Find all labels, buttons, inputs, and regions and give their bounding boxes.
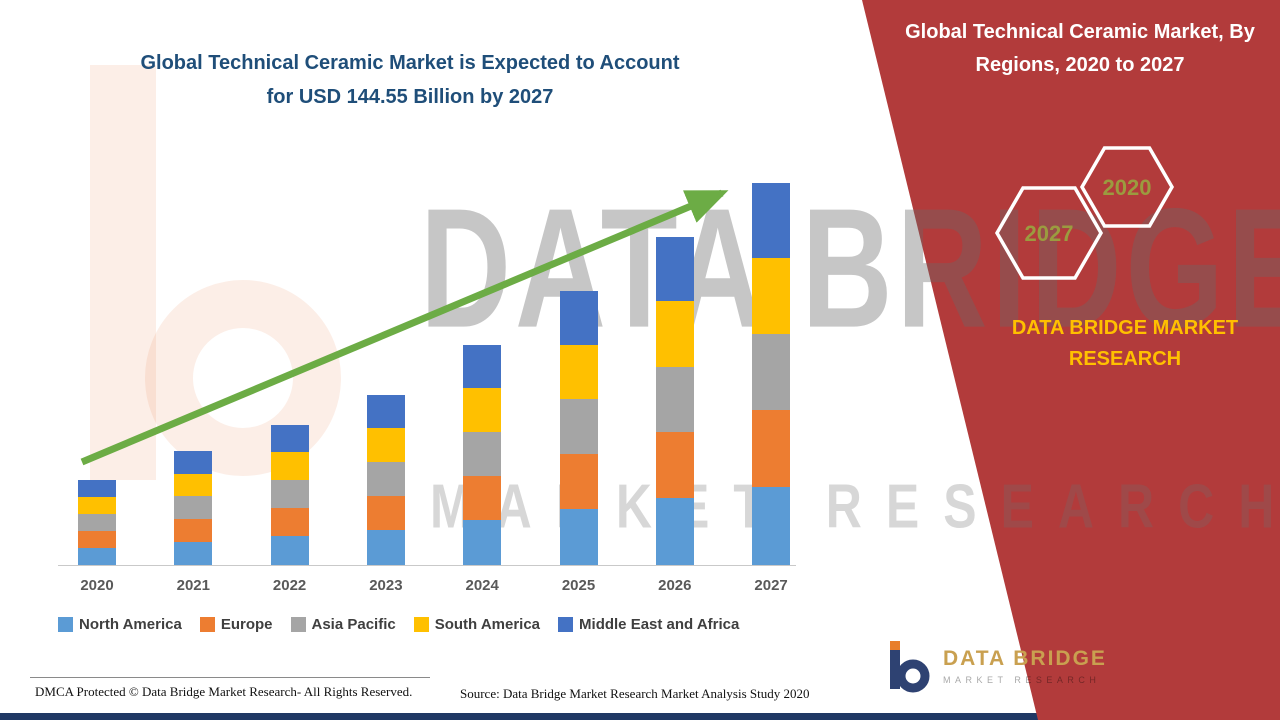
legend-swatch <box>199 617 215 632</box>
footer-source: Source: Data Bridge Market Research Mark… <box>460 686 810 701</box>
bar-2022-asia-pacific <box>270 480 309 509</box>
bar-2020-europe <box>78 530 116 548</box>
footer-divider <box>30 677 430 678</box>
hexagon-year-2020: 2020 <box>1102 175 1152 200</box>
bar-2026-europe <box>655 432 694 498</box>
x-axis-label-2023: 2023 <box>369 577 403 594</box>
chart-title: Global Technical Ceramic Market is Expec… <box>60 46 760 114</box>
bar-2024-middle-east-and-africa <box>463 345 502 389</box>
bar-2022-north-america <box>270 536 309 565</box>
bar-2025-asia-pacific <box>559 399 598 454</box>
legend-swatch <box>290 617 306 632</box>
bar-2024-north-america <box>463 519 502 565</box>
x-axis-label-2020: 2020 <box>80 577 114 594</box>
bar-2025-south-america <box>559 344 598 400</box>
hexagon-year-2027: 2027 <box>1024 221 1074 246</box>
x-axis-label-2026: 2026 <box>658 577 692 594</box>
bar-2027-asia-pacific <box>752 334 791 411</box>
chart-legend: North America Europe Asia Pacific South Ame… <box>58 616 739 633</box>
bar-2020-north-america <box>78 547 116 565</box>
x-axis-label-2027: 2027 <box>754 577 788 594</box>
bar-2021-north-america <box>174 541 213 565</box>
legend-swatch <box>413 617 429 632</box>
bar-2020-south-america <box>78 496 116 514</box>
legend-swatch <box>558 617 574 632</box>
legend-label: Asia Pacific <box>311 616 396 633</box>
bar-2027-middle-east-and-africa <box>752 183 791 258</box>
legend-item-north-america: North America <box>58 616 182 633</box>
legend-swatch <box>58 617 73 632</box>
legend-item-south-america: South America <box>413 616 541 633</box>
legend-item-middle-east-and-africa: Middle East and Africa <box>558 616 739 633</box>
legend-item-asia-pacific: Asia Pacific <box>290 616 396 633</box>
bar-2025-europe <box>559 454 598 509</box>
x-axis-label-2024: 2024 <box>465 577 499 594</box>
legend-item-europe: Europe <box>199 616 273 633</box>
bar-2021-asia-pacific <box>174 496 213 519</box>
legend-label: North America <box>79 616 182 633</box>
bar-2024-europe <box>463 475 502 520</box>
bar-2025-north-america <box>559 508 598 565</box>
footer-copyright: DMCA Protected © Data Bridge Market Rese… <box>35 684 413 699</box>
bar-2020-asia-pacific <box>78 513 116 531</box>
legend-label: Middle East and Africa <box>579 616 740 633</box>
bar-2023-asia-pacific <box>366 461 405 496</box>
bar-2027-south-america <box>752 257 791 334</box>
chart-title-line1: Global Technical Ceramic Market is Expec… <box>140 52 680 74</box>
bar-2022-south-america <box>270 452 309 481</box>
bar-2025-middle-east-and-africa <box>559 291 598 345</box>
x-axis-label-2022: 2022 <box>272 577 307 594</box>
bar-2024-asia-pacific <box>463 432 502 476</box>
bar-2021-south-america <box>174 473 213 497</box>
bar-2022-middle-east-and-africa <box>270 424 309 453</box>
bar-2023-south-america <box>366 427 405 462</box>
bar-2023-north-america <box>366 530 405 565</box>
bar-2026-south-america <box>655 301 694 367</box>
bar-2020-middle-east-and-africa <box>78 480 116 497</box>
bar-2024-south-america <box>463 388 502 433</box>
bar-2026-asia-pacific <box>655 366 694 433</box>
legend-label: Europe <box>220 616 273 633</box>
bar-2021-middle-east-and-africa <box>174 451 213 474</box>
x-axis-label-2025: 2025 <box>561 577 596 594</box>
bar-2022-europe <box>270 508 309 537</box>
chart-title-line2: for USD 144.55 Billion by 2027 <box>266 86 554 108</box>
bar-2027-north-america <box>752 486 791 565</box>
legend-label: South America <box>434 616 541 633</box>
bar-2023-europe <box>366 496 405 531</box>
bar-2027-europe <box>752 410 791 487</box>
bar-2023-middle-east-and-africa <box>366 394 405 428</box>
x-axis-label-2021: 2021 <box>176 577 210 594</box>
x-axis-line <box>58 565 796 566</box>
bar-2026-north-america <box>655 497 694 565</box>
bar-2026-middle-east-and-africa <box>655 237 694 302</box>
bottom-navy-strip <box>0 713 1046 720</box>
bar-2021-europe <box>174 519 213 542</box>
